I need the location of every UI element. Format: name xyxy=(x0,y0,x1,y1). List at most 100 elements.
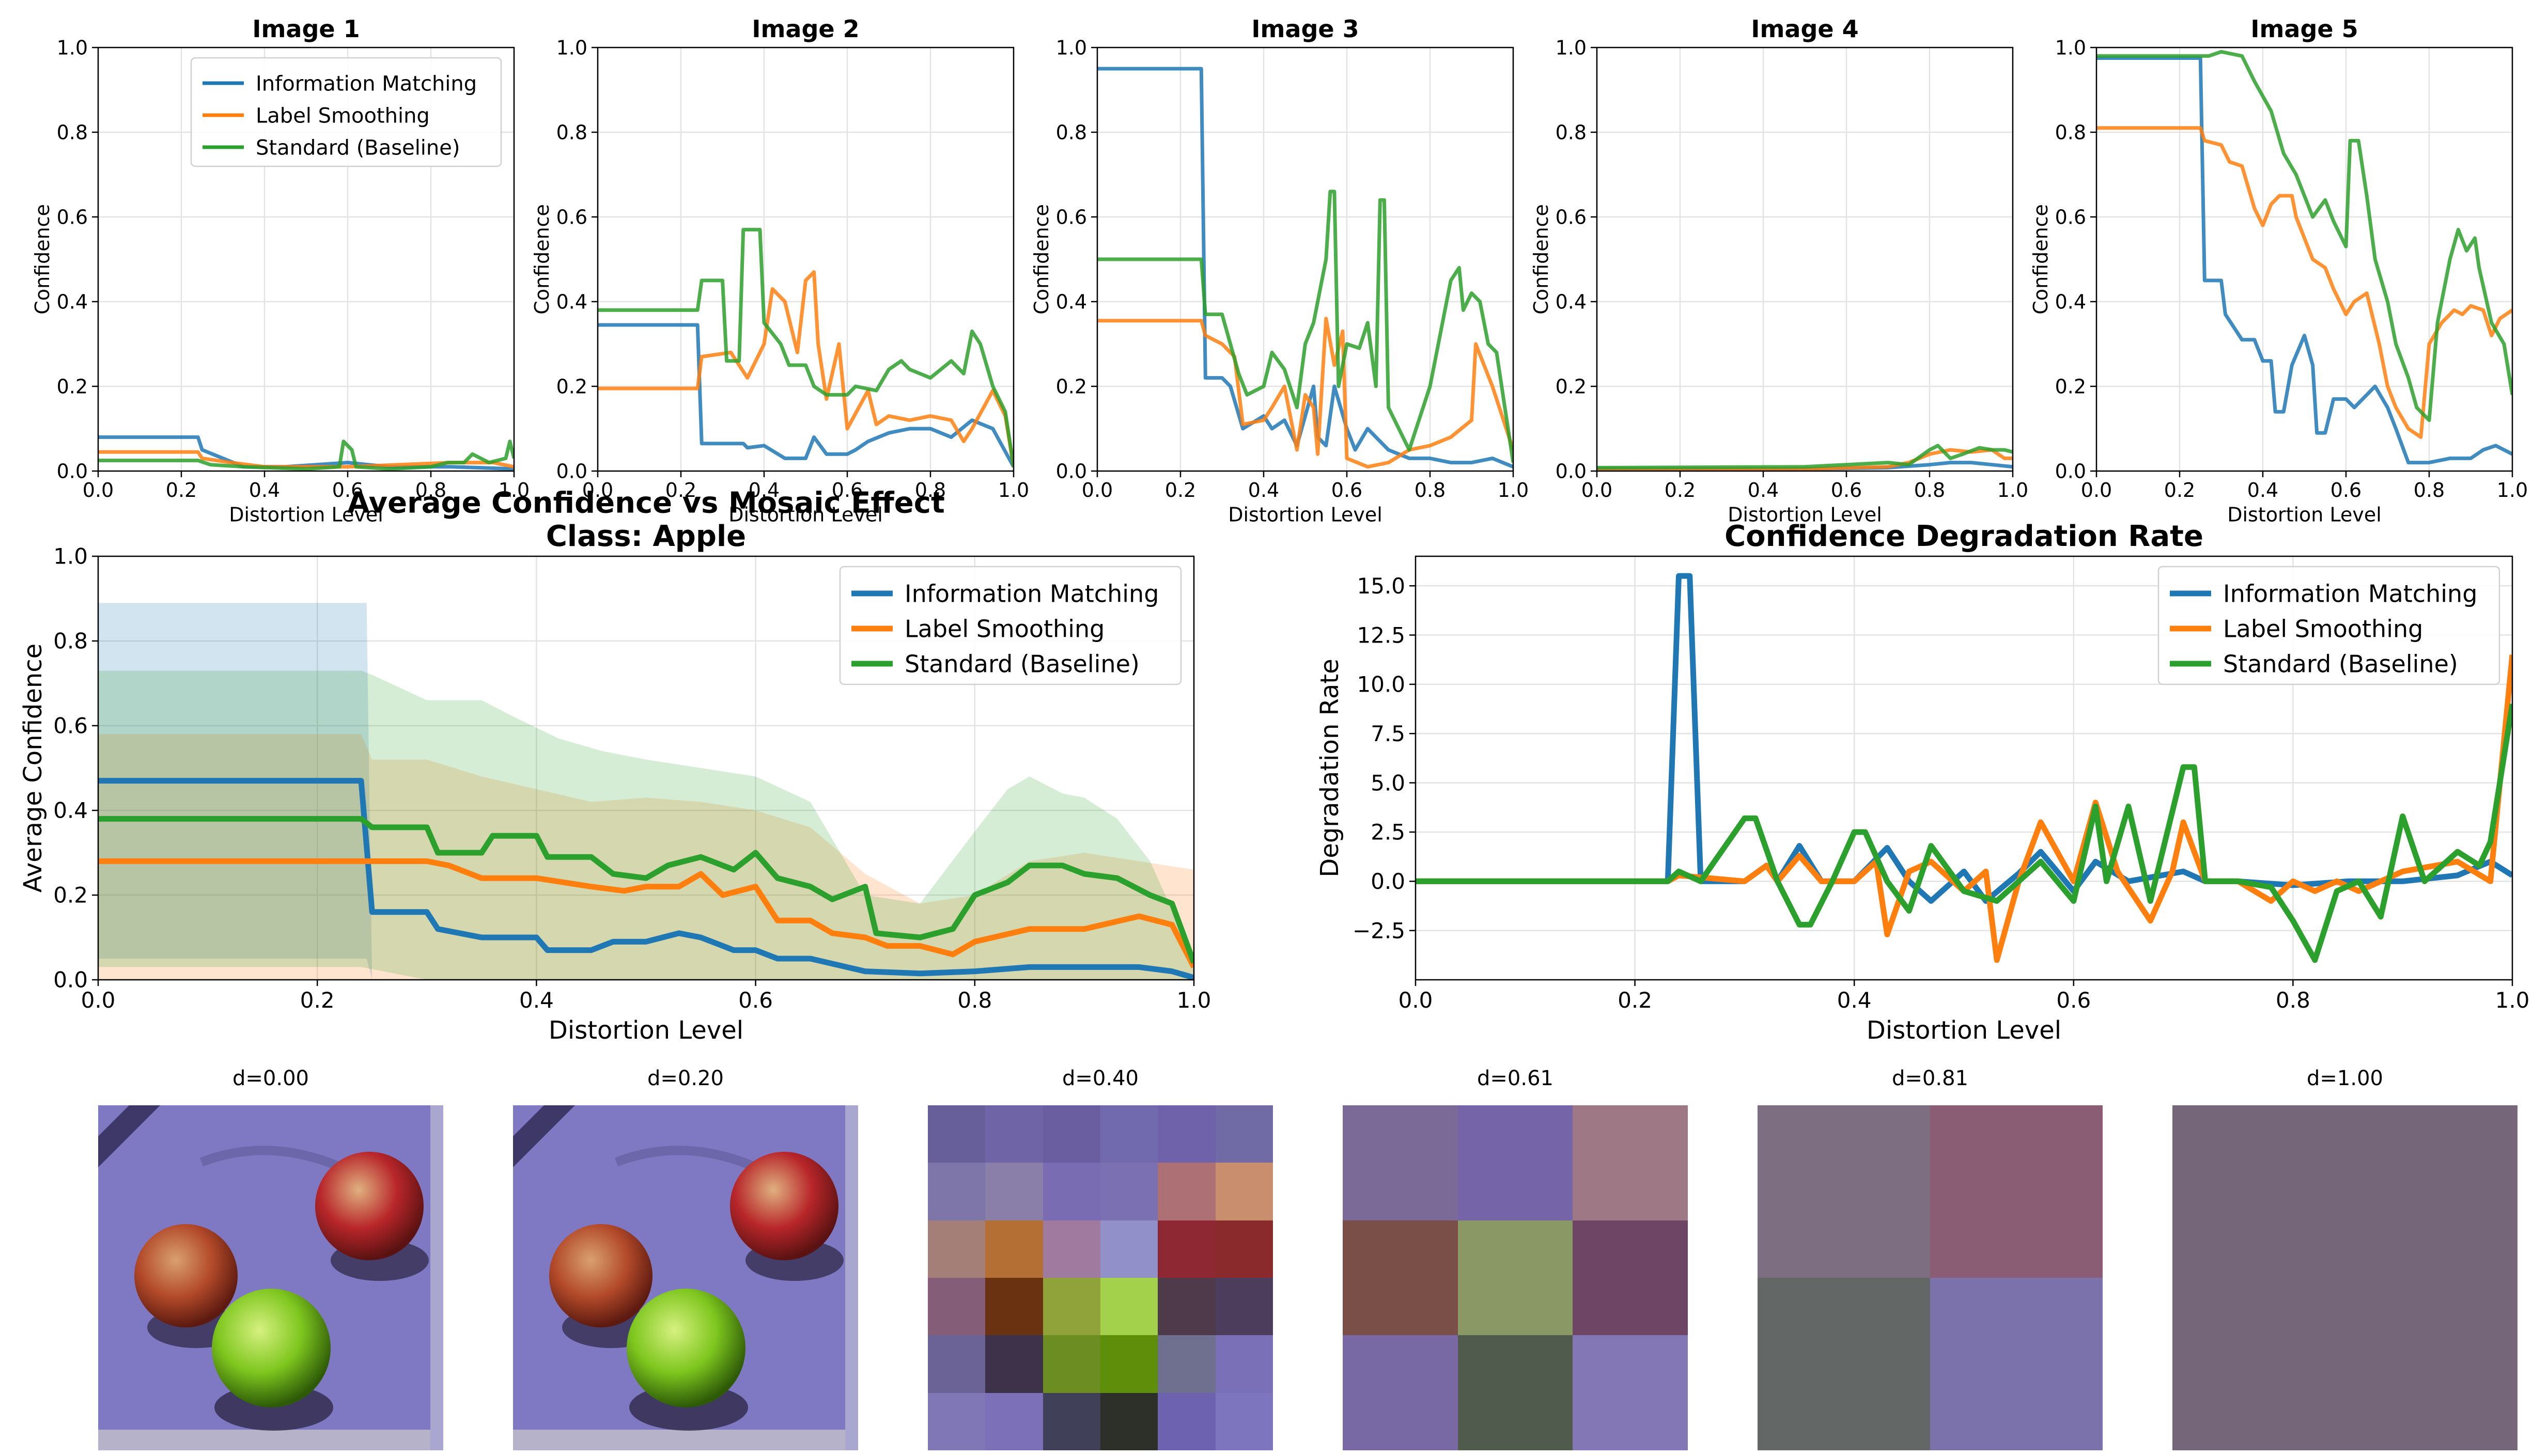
thumbnail-label: d=0.20 xyxy=(647,1067,724,1090)
series-line-1 xyxy=(1097,317,1513,469)
y-tick-label: 12.5 xyxy=(1357,622,1405,648)
confidence-band-2 xyxy=(98,670,1194,980)
y-tick-label: 0.0 xyxy=(556,460,587,482)
x-axis-label: Distortion Level xyxy=(728,504,883,526)
mosaic-cell xyxy=(1158,1220,1216,1278)
red-apple-left xyxy=(134,1224,238,1327)
x-tick-label: 0.6 xyxy=(832,479,863,502)
legend-label: Standard (Baseline) xyxy=(256,136,460,160)
x-tick-label: 0.0 xyxy=(1581,479,1612,502)
mosaic-grid xyxy=(1343,1105,1688,1450)
series-line-1 xyxy=(1416,654,2512,963)
x-tick-label: 0.4 xyxy=(249,479,280,502)
y-tick-label: 0.6 xyxy=(2055,206,2086,228)
mosaic-cell xyxy=(1457,1105,1573,1220)
y-tick-label: 0.4 xyxy=(1056,290,1087,313)
mosaic-cell xyxy=(928,1392,986,1450)
shadow-corner xyxy=(98,1105,160,1167)
thumbnail: d=0.81 xyxy=(1758,1067,2103,1453)
series-line-1 xyxy=(98,858,1194,968)
x-tick-label: 0.8 xyxy=(415,479,446,502)
mosaic-cell xyxy=(985,1335,1043,1393)
mosaic-cell xyxy=(1100,1335,1158,1393)
legend-label: Information Matching xyxy=(905,580,1159,608)
y-tick-label: 0.2 xyxy=(57,375,88,398)
y-tick-label: 2.5 xyxy=(1371,820,1405,845)
y-axis-label: Confidence xyxy=(531,204,553,315)
axes-frame xyxy=(1596,46,2014,472)
legend-box xyxy=(190,57,502,167)
red-apple-right xyxy=(315,1152,424,1260)
confidence-band-0 xyxy=(98,603,1194,980)
y-tick-label: 0.0 xyxy=(53,967,88,993)
x-tick-label: 0.8 xyxy=(2414,479,2445,502)
chart-title: Image 1 xyxy=(252,15,360,43)
series-line-2 xyxy=(1097,190,1513,463)
x-axis-label: Distortion Level xyxy=(549,1016,743,1045)
y-tick-label: 1.0 xyxy=(2055,36,2086,59)
x-tick-label: 0.6 xyxy=(1831,479,1862,502)
chart-avg: 0.0 0.2 0.4 0.6 0.8 1.0 0.0 0.2 0.4 0.6 0.8 1.0 Dist… xyxy=(19,487,1211,1045)
chart-title: Average Confidence vs Mosaic Effect xyxy=(347,487,944,520)
cloth-edge xyxy=(98,1430,443,1450)
mosaic-cell xyxy=(985,1163,1043,1220)
chart-title: Image 3 xyxy=(1251,15,1359,43)
mosaic-grid xyxy=(2172,1105,2518,1450)
mosaic-cell xyxy=(1758,1105,1930,1278)
cloth-fold xyxy=(199,1146,343,1172)
chart-title: Image 4 xyxy=(1751,15,1858,43)
mosaic-cell xyxy=(1100,1220,1158,1278)
chart-img5: 0.0 0.2 0.4 0.6 0.8 1.0 0.0 0.2 0.4 0.6 0.8 1.0 Dist… xyxy=(2029,15,2528,526)
legend-label: Information Matching xyxy=(256,72,477,96)
mosaic-cell xyxy=(928,1278,986,1336)
y-tick-label: 0.0 xyxy=(57,460,88,482)
mosaic-cell xyxy=(928,1335,986,1393)
chart-title: Confidence Degradation Rate xyxy=(1724,520,2203,553)
y-tick-label: 0.2 xyxy=(2055,375,2086,398)
x-tick-label: 0.0 xyxy=(2081,479,2112,502)
x-tick-label: 0.4 xyxy=(1748,479,1779,502)
x-tick-label: 0.2 xyxy=(1165,479,1196,502)
mosaic-cell xyxy=(1158,1163,1216,1220)
y-tick-label: 0.4 xyxy=(2055,290,2086,313)
mosaic-cell xyxy=(1758,1278,1930,1450)
x-tick-label: 0.0 xyxy=(1398,988,1433,1013)
chart-img2: 0.0 0.2 0.4 0.6 0.8 1.0 0.0 0.2 0.4 0.6 0.8 1.0 Dist… xyxy=(531,15,1029,526)
mosaic-cell xyxy=(1158,1392,1216,1450)
thumbnail: d=0.20 xyxy=(513,1067,858,1453)
series-line-2 xyxy=(98,816,1194,964)
y-tick-label: 0.6 xyxy=(53,713,88,739)
y-tick-label: 15.0 xyxy=(1357,573,1405,599)
axes-frame xyxy=(97,555,1195,981)
x-tick-label: 1.0 xyxy=(998,479,1029,502)
x-tick-label: 0.8 xyxy=(1415,479,1446,502)
y-tick-label: 0.8 xyxy=(1556,121,1587,144)
mosaic-cell xyxy=(1043,1105,1100,1163)
x-tick-label: 1.0 xyxy=(1997,479,2028,502)
y-tick-label: 0.2 xyxy=(1556,375,1587,398)
x-tick-label: 0.2 xyxy=(2164,479,2195,502)
x-axis-label: Distortion Level xyxy=(229,504,383,526)
shadow-corner xyxy=(513,1105,575,1167)
y-tick-label: 0.4 xyxy=(53,798,88,823)
mosaic-cell xyxy=(1215,1335,1273,1393)
mosaic-cell xyxy=(1215,1392,1273,1450)
y-axis-label: Degradation Rate xyxy=(1315,659,1344,877)
thumbnail-label: d=0.00 xyxy=(232,1067,309,1090)
mosaic-cell xyxy=(985,1105,1043,1163)
mosaic-cell xyxy=(1043,1392,1100,1450)
mosaic-cell xyxy=(1100,1105,1158,1163)
mosaic-cell xyxy=(1043,1278,1100,1336)
axes-frame xyxy=(2095,46,2513,472)
thumbnail: d=0.40 xyxy=(928,1067,1273,1453)
mosaic-cell xyxy=(1343,1335,1458,1450)
legend: Information Matching Label Smoothing Stand… xyxy=(2157,566,2500,685)
x-axis-label: Distortion Level xyxy=(1867,1016,2061,1045)
x-tick-label: 0.4 xyxy=(1248,479,1279,502)
x-axis-label: Distortion Level xyxy=(1228,504,1382,526)
mosaic-cell xyxy=(1100,1278,1158,1336)
mosaic-cell xyxy=(1043,1220,1100,1278)
series-line-0 xyxy=(98,778,1194,980)
series-line-2 xyxy=(98,440,514,471)
x-tick-label: 0.0 xyxy=(582,479,613,502)
